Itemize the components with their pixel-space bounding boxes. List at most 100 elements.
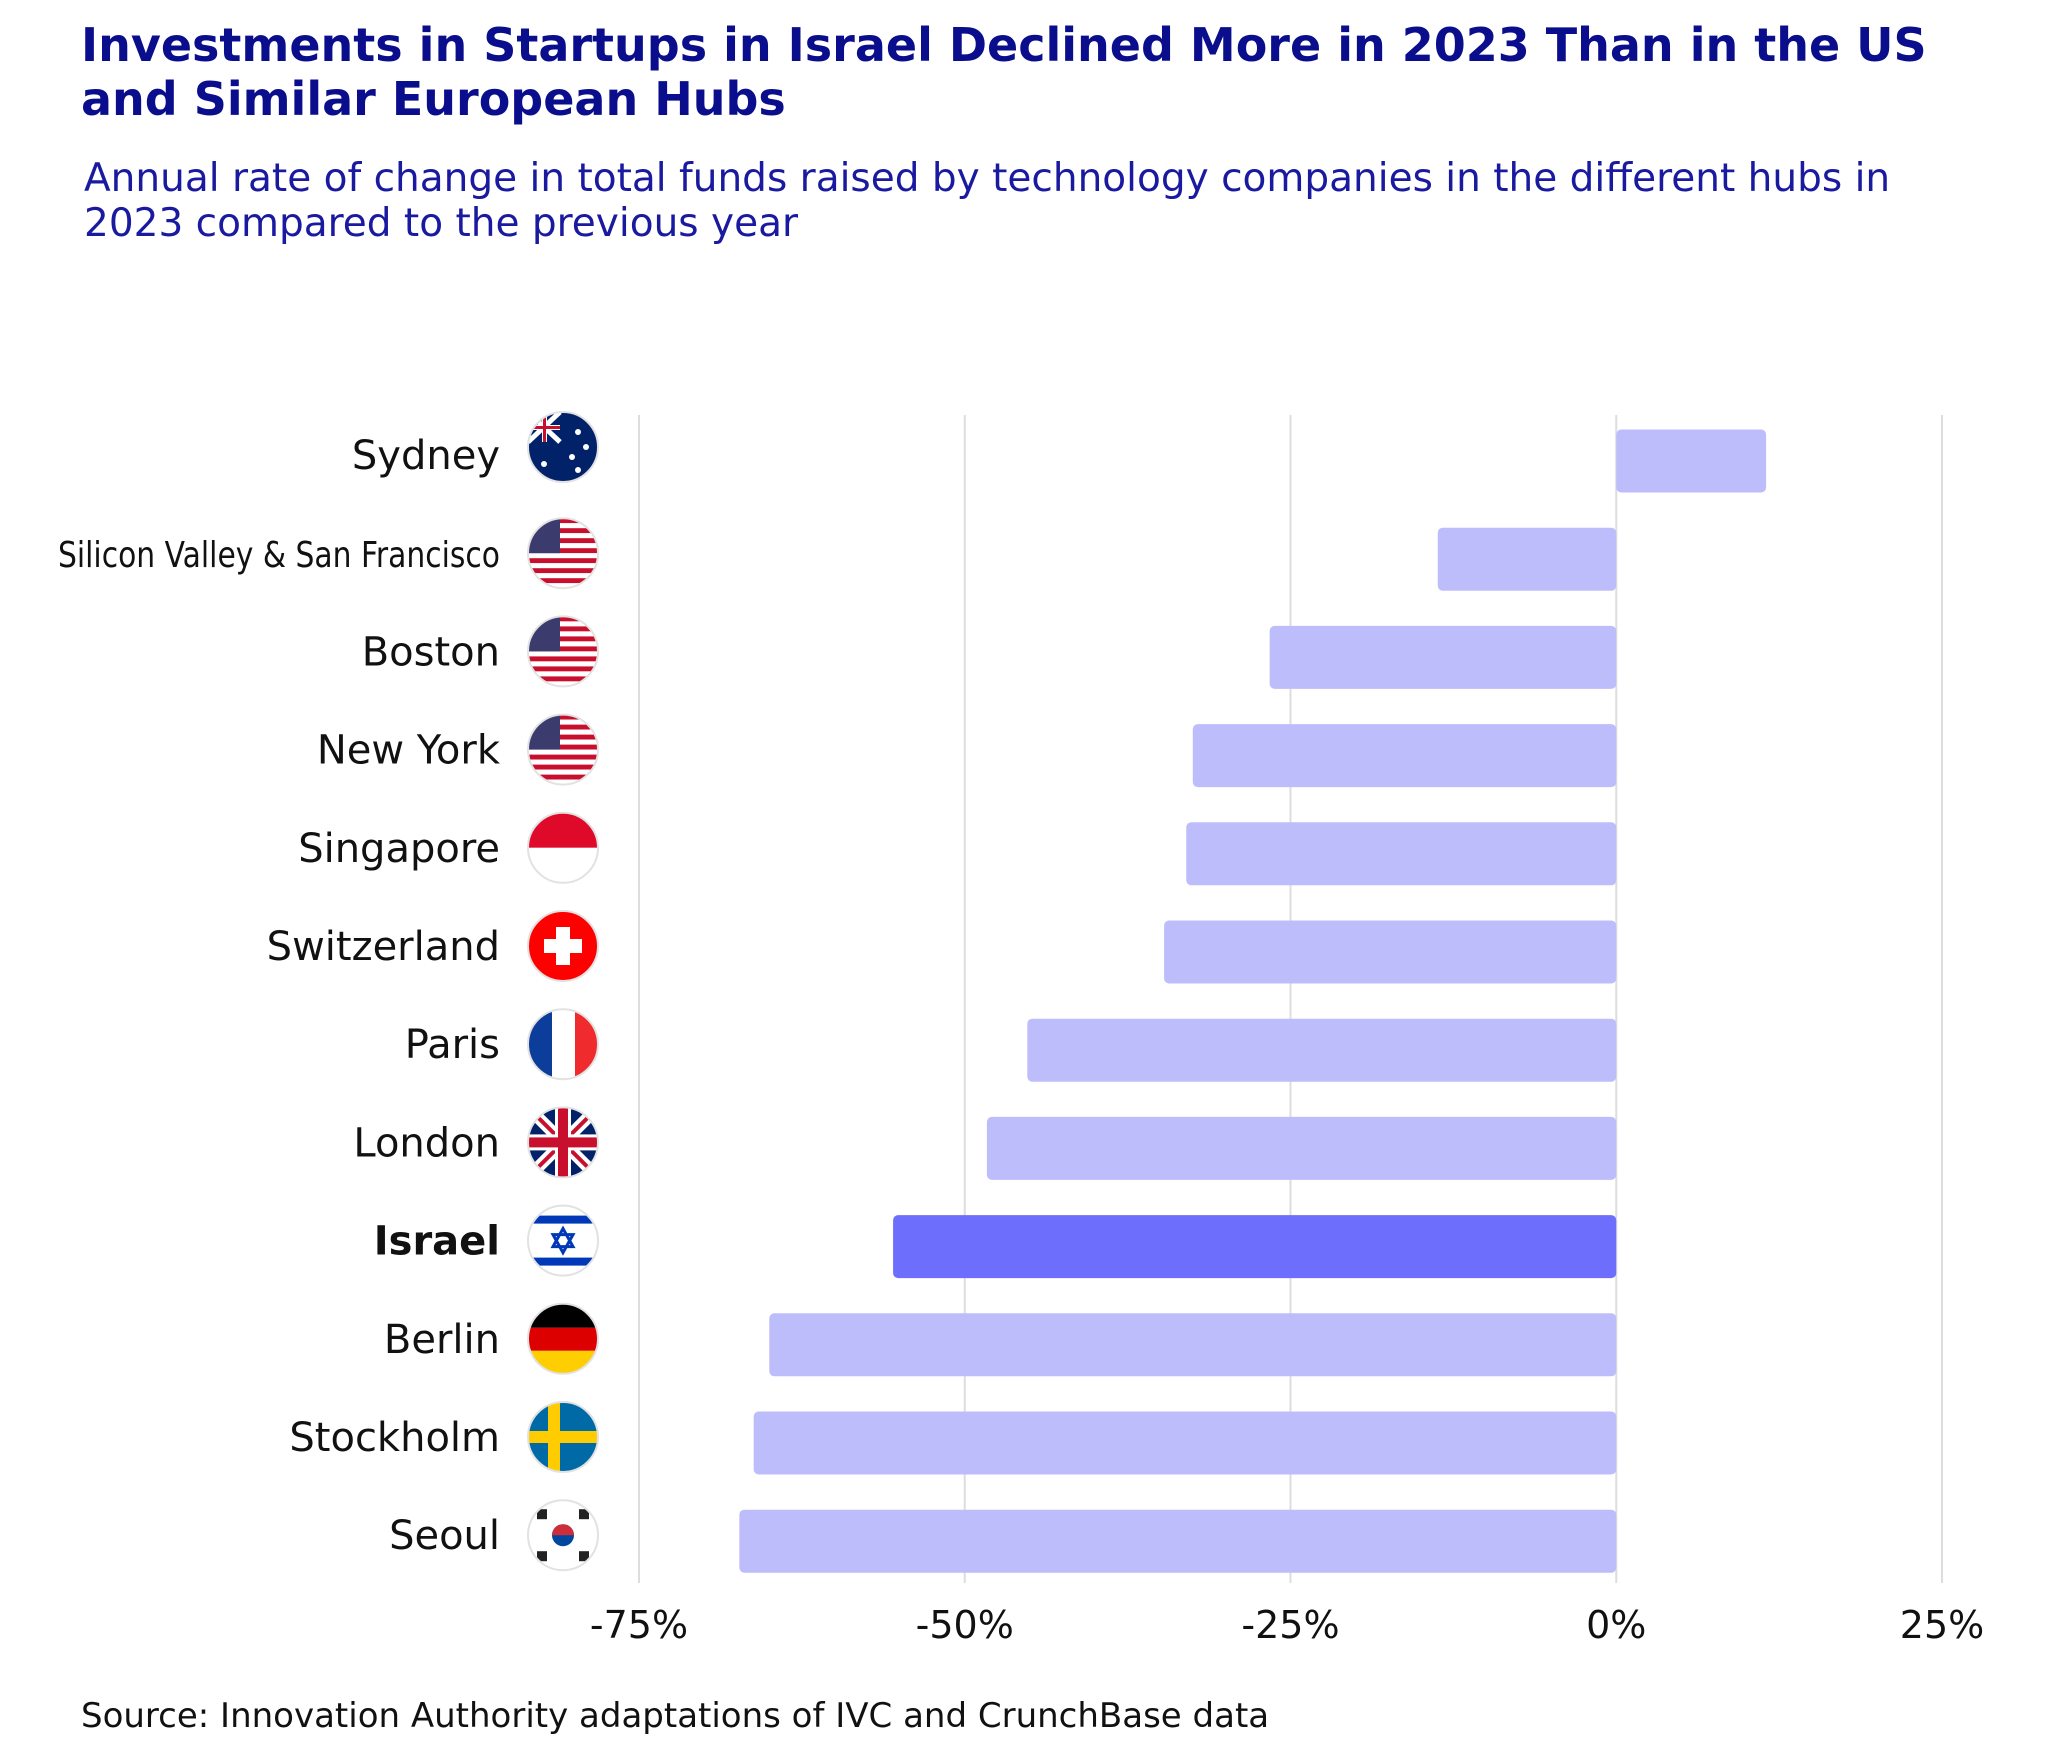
flag-part: [528, 518, 598, 524]
flag-part: [579, 1509, 589, 1520]
flag-usa-icon: [528, 616, 598, 687]
chart-subtitle: Annual rate of change in total funds rai…: [84, 156, 1891, 246]
flag-border: [527, 811, 599, 884]
row-stockholm: Stockholm: [289, 1401, 1617, 1475]
flag-part: [575, 1009, 598, 1080]
flag-part: [528, 1327, 598, 1351]
flag-part: [528, 578, 598, 584]
flag-switzerland-icon: [528, 911, 598, 981]
flag-part: [528, 651, 598, 657]
bar: [1027, 1018, 1617, 1082]
star: [541, 461, 547, 467]
flag-part: [528, 621, 598, 627]
row-london: London: [353, 1106, 1617, 1180]
flag-part: [537, 1509, 547, 1520]
category-label: Israel: [374, 1219, 500, 1265]
row-singapore: Singapore: [298, 811, 1617, 886]
flag-part: [528, 553, 598, 559]
flag-border: [527, 517, 599, 590]
flag-part: [528, 583, 598, 589]
flag-sweden-icon: [528, 1402, 598, 1472]
bar: [1164, 920, 1617, 984]
bar: [1437, 527, 1617, 591]
flag-part: [552, 1524, 574, 1536]
category-label: Berlin: [384, 1317, 500, 1363]
flag-part: [528, 676, 598, 682]
flag-part: [528, 661, 598, 667]
flag-part: [528, 616, 598, 622]
category-label: Seoul: [389, 1513, 500, 1559]
flag-part: [528, 681, 598, 687]
bar: [1616, 429, 1767, 493]
row-silicon-valley-san-francisco: Silicon Valley & San Francisco: [58, 517, 1617, 591]
bar: [986, 1116, 1617, 1180]
flag-part: [528, 426, 560, 429]
flag-border: [527, 615, 599, 688]
star: [569, 454, 575, 460]
flag-part: [528, 1215, 598, 1224]
flag-part: [528, 759, 598, 765]
flag-part: [552, 1009, 575, 1080]
row-israel: Israel: [374, 1204, 1617, 1279]
flag-part: [528, 724, 598, 730]
row-berlin: Berlin: [384, 1302, 1617, 1377]
flag-part: [528, 1137, 598, 1148]
flag-border: [527, 1106, 599, 1179]
flag-part: [528, 719, 598, 725]
flag-part: [528, 812, 598, 848]
flag-part: [528, 528, 598, 534]
flag-part: [528, 734, 598, 740]
flag-part: [528, 1257, 598, 1266]
row-paris: Paris: [405, 1008, 1617, 1082]
flag-part: [528, 533, 598, 539]
flag-border: [527, 713, 599, 786]
flag-part: [528, 764, 598, 770]
flag-usa-icon: [528, 714, 598, 785]
category-label: London: [353, 1120, 500, 1166]
flag-part: [528, 1009, 552, 1080]
category-label: Silicon Valley & San Francisco: [58, 535, 500, 576]
flag-part: [528, 636, 598, 642]
flag-part: [528, 671, 598, 677]
bar: [1192, 724, 1617, 788]
flag-part: [528, 1431, 598, 1443]
flag-part: [528, 749, 598, 755]
bar: [769, 1313, 1617, 1377]
flag-border: [527, 411, 599, 483]
category-label: Singapore: [298, 826, 500, 872]
flag-part: [528, 538, 598, 544]
flag-part: [528, 769, 598, 775]
flag-part: [528, 1303, 598, 1328]
row-new-york: New York: [317, 713, 1617, 788]
flag-part: [528, 744, 598, 750]
row-sydney: Sydney: [352, 411, 1767, 493]
flag-part: [528, 543, 598, 549]
flag-part: [528, 626, 598, 632]
bar: [753, 1411, 1617, 1475]
star-of-david: [550, 1225, 576, 1256]
x-tick-label: 0%: [1586, 1603, 1646, 1647]
flag-part: [528, 1350, 598, 1374]
x-tick-label: -50%: [916, 1603, 1014, 1647]
flag-part: [528, 558, 598, 564]
category-label: Paris: [405, 1022, 500, 1068]
flag-part: [528, 568, 598, 574]
row-switzerland: Switzerland: [267, 910, 1617, 984]
flag-part: [528, 548, 598, 554]
flag-part: [528, 573, 598, 579]
flag-part: [528, 666, 598, 672]
flag-part: [528, 563, 598, 569]
x-tick-label: -75%: [590, 1603, 688, 1647]
flag-part: [528, 774, 598, 780]
flag-part: [544, 939, 582, 953]
flag-part: [528, 754, 598, 760]
flag-part: [528, 523, 598, 529]
flag-part: [528, 656, 598, 662]
flag-uk-icon: [528, 1107, 598, 1178]
category-label: Stockholm: [289, 1415, 500, 1461]
flag-part: [528, 641, 598, 647]
flag-part: [528, 714, 598, 720]
star: [575, 429, 581, 435]
x-tick-label: -25%: [1241, 1603, 1339, 1647]
